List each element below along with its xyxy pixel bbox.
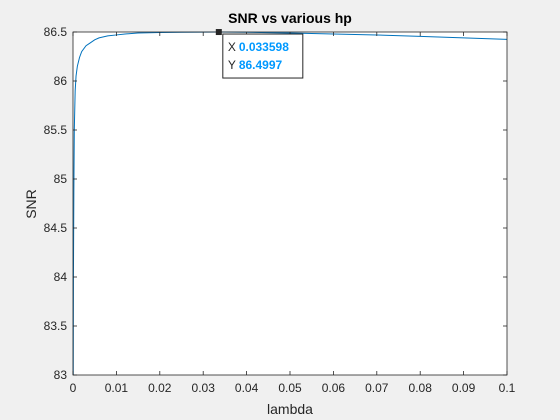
chart-title: SNR vs various hp bbox=[228, 10, 352, 26]
ticks-layer: 0 0.01 0.02 0.03 0.04 0.05 0.06 0.07 0.08 0.09 0.1… bbox=[44, 25, 516, 395]
datatip-y-label: Y bbox=[228, 58, 236, 72]
x-tick-label: 0.08 bbox=[409, 381, 433, 395]
x-tick-label: 0.04 bbox=[235, 381, 259, 395]
snr-line bbox=[72, 31, 508, 376]
datatip-box[interactable] bbox=[222, 33, 304, 79]
datatip-marker[interactable] bbox=[215, 29, 222, 36]
y-tick-label: 84.5 bbox=[44, 221, 68, 235]
x-tick-label: 0.09 bbox=[452, 381, 476, 395]
x-tick-label: 0 bbox=[70, 381, 77, 395]
datatip-y-value: 86.4997 bbox=[239, 58, 283, 72]
y-tick-label: 85.5 bbox=[44, 123, 68, 137]
y-tick-label: 84 bbox=[54, 270, 68, 284]
x-tick-label: 0.03 bbox=[192, 381, 216, 395]
x-axis-label: lambda bbox=[267, 401, 313, 417]
x-tick-label: 0.05 bbox=[278, 381, 302, 395]
plot-area bbox=[73, 32, 507, 375]
datatip[interactable]: X 0.033598 Y 86.4997 bbox=[215, 29, 304, 79]
y-tick-label: 86.5 bbox=[44, 25, 68, 39]
x-tick-label: 0.06 bbox=[322, 381, 346, 395]
y-tick-label: 86 bbox=[54, 74, 68, 88]
x-tick-label: 0.01 bbox=[105, 381, 129, 395]
datatip-x-value: 0.033598 bbox=[239, 40, 289, 54]
x-tick-label: 0.1 bbox=[499, 381, 516, 395]
y-tick-label: 85 bbox=[54, 172, 68, 186]
y-tick-label: 83.5 bbox=[44, 319, 68, 333]
y-tick-label: 83 bbox=[54, 368, 68, 382]
curve-layer bbox=[72, 31, 508, 376]
x-tick-label: 0.07 bbox=[365, 381, 389, 395]
x-tick-label: 0.02 bbox=[148, 381, 172, 395]
datatip-x-label: X bbox=[228, 40, 236, 54]
y-axis-label: SNR bbox=[23, 189, 39, 219]
